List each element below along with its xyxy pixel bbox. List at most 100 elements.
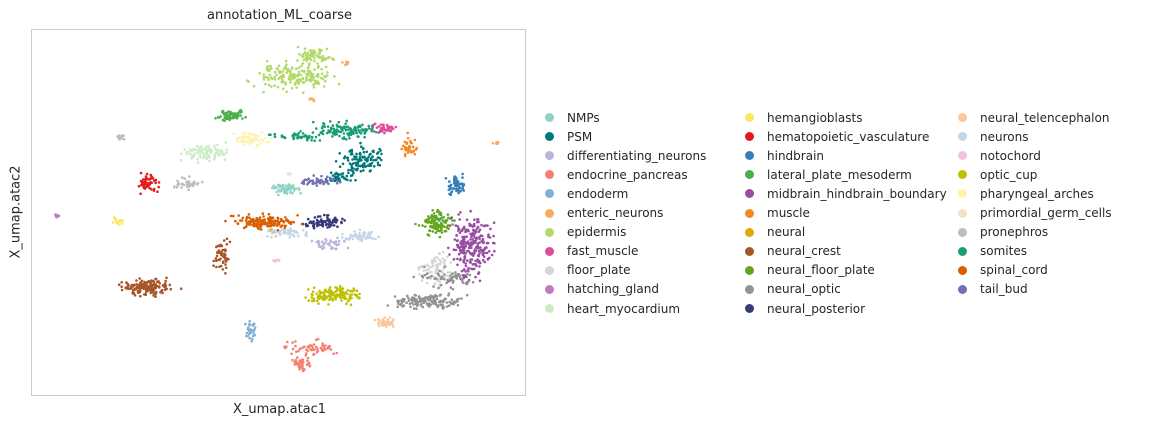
point xyxy=(267,133,271,136)
point xyxy=(365,150,369,154)
point xyxy=(495,141,499,144)
point xyxy=(120,288,124,292)
series-hindbrain xyxy=(444,172,466,197)
point xyxy=(446,255,449,259)
point xyxy=(433,225,437,228)
point xyxy=(439,262,442,266)
point xyxy=(262,76,266,79)
point xyxy=(469,209,472,213)
point xyxy=(298,188,301,192)
point xyxy=(349,179,352,182)
point xyxy=(427,220,431,223)
point xyxy=(244,115,247,119)
point xyxy=(191,182,194,185)
point xyxy=(303,51,307,54)
point xyxy=(466,249,469,253)
point xyxy=(369,169,373,172)
point xyxy=(223,119,226,122)
point xyxy=(421,299,424,303)
point xyxy=(445,225,449,229)
point xyxy=(387,127,391,130)
point xyxy=(372,159,375,162)
point xyxy=(345,292,349,296)
point xyxy=(202,154,206,158)
point xyxy=(312,225,316,228)
scatter-plot xyxy=(54,45,500,373)
point xyxy=(301,91,305,94)
point xyxy=(251,323,254,327)
point xyxy=(334,220,337,223)
point xyxy=(450,216,454,219)
point xyxy=(293,83,297,86)
point xyxy=(487,250,491,253)
point xyxy=(317,302,320,305)
point xyxy=(411,145,415,149)
point xyxy=(461,176,464,179)
point xyxy=(132,288,135,292)
point xyxy=(324,348,327,351)
point xyxy=(267,140,271,144)
point xyxy=(397,302,400,306)
point xyxy=(140,282,143,285)
point xyxy=(444,221,448,224)
point xyxy=(135,283,139,286)
point xyxy=(316,222,319,225)
point xyxy=(456,225,460,228)
point xyxy=(346,246,350,250)
point xyxy=(435,303,438,307)
point xyxy=(321,77,325,81)
point xyxy=(246,326,250,330)
series-primordial_germ_cells xyxy=(286,171,292,176)
point xyxy=(337,293,341,297)
point xyxy=(343,219,347,222)
legend-item: hemangioblasts xyxy=(745,108,862,127)
point xyxy=(462,246,466,249)
legend-label: NMPs xyxy=(567,110,600,125)
point xyxy=(266,217,270,220)
point xyxy=(225,151,228,154)
point xyxy=(290,229,293,233)
point xyxy=(135,279,138,282)
point xyxy=(248,336,251,340)
point xyxy=(256,143,259,147)
point xyxy=(423,273,427,277)
point xyxy=(338,289,342,293)
point xyxy=(321,298,325,302)
point xyxy=(462,235,466,239)
point xyxy=(383,128,387,131)
point xyxy=(311,290,315,294)
point xyxy=(400,147,404,151)
point xyxy=(324,179,328,182)
point xyxy=(273,135,277,138)
legend-marker xyxy=(958,208,967,218)
point xyxy=(320,126,324,130)
point xyxy=(180,186,183,189)
point xyxy=(340,172,343,176)
legend-label: enteric_neurons xyxy=(567,206,664,220)
point xyxy=(340,299,343,302)
point xyxy=(261,212,265,215)
point xyxy=(216,251,219,255)
point xyxy=(353,233,357,236)
point xyxy=(306,139,309,142)
point xyxy=(347,168,350,172)
legend-label: PSM xyxy=(567,129,593,144)
point xyxy=(324,297,327,301)
point xyxy=(380,152,383,156)
point xyxy=(203,147,206,150)
point xyxy=(306,359,309,363)
point xyxy=(326,71,329,74)
point xyxy=(471,263,475,266)
point xyxy=(438,213,441,216)
point xyxy=(259,224,263,227)
point xyxy=(340,236,344,239)
point xyxy=(224,111,228,115)
point xyxy=(471,254,475,257)
point xyxy=(406,137,410,140)
point xyxy=(457,191,460,195)
point xyxy=(325,290,329,294)
point xyxy=(317,241,321,245)
point xyxy=(309,97,313,100)
point xyxy=(455,176,458,180)
point xyxy=(362,230,366,234)
